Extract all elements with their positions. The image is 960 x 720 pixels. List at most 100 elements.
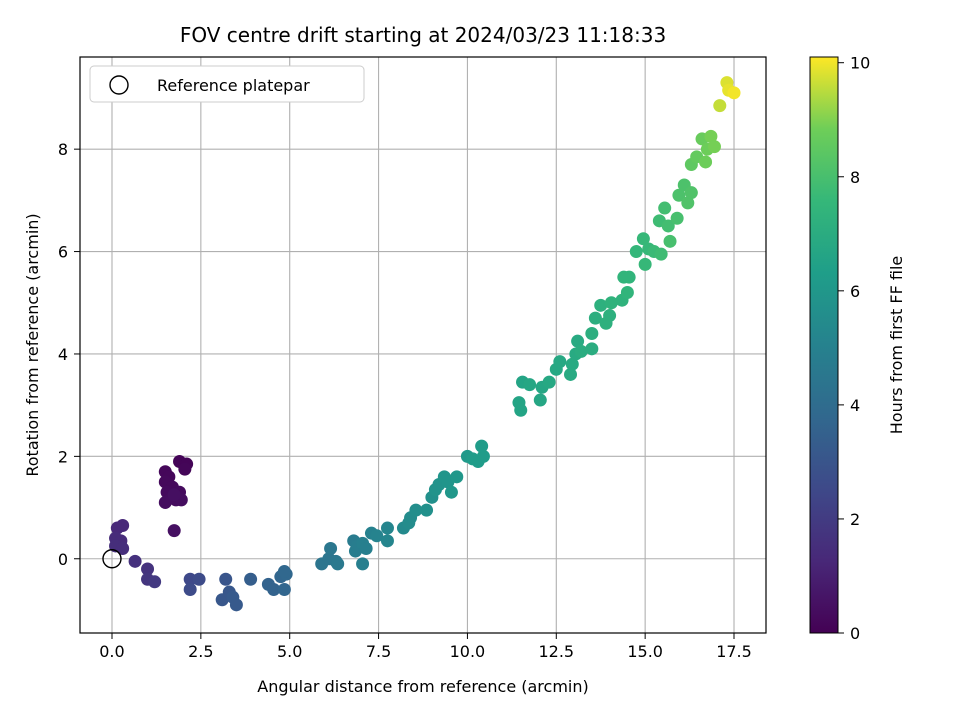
colorbar-ticks: 0 2 4 6 8 10 — [838, 54, 870, 643]
legend: Reference platepar — [89, 65, 365, 103]
data-point — [409, 503, 423, 517]
data-point — [370, 529, 384, 543]
data-point — [324, 542, 338, 556]
data-point — [684, 186, 698, 200]
x-tick-label: 15.0 — [627, 642, 663, 661]
data-point — [183, 582, 197, 596]
data-point — [523, 378, 537, 392]
data-point — [670, 211, 684, 225]
scatter-points — [109, 76, 741, 612]
legend-label: Reference platepar — [157, 76, 310, 95]
data-point — [571, 334, 585, 348]
data-point — [128, 554, 142, 568]
data-point — [713, 99, 727, 113]
x-tick-label: 10.0 — [450, 642, 486, 661]
data-point — [514, 403, 528, 417]
data-point — [661, 219, 675, 233]
data-point — [574, 344, 588, 358]
data-point — [110, 521, 124, 535]
x-tick-label: 7.5 — [366, 642, 391, 661]
x-tick-label: 5.0 — [277, 642, 302, 661]
data-point — [267, 582, 281, 596]
data-point — [542, 375, 556, 389]
colorbar — [809, 56, 839, 634]
plot-background — [80, 57, 766, 633]
plot-frame — [79, 56, 767, 634]
data-point — [141, 562, 155, 576]
colorbar-tick-label: 2 — [850, 510, 860, 529]
data-point — [604, 296, 618, 310]
data-point — [663, 234, 677, 248]
colorbar-tick-label: 10 — [850, 54, 870, 73]
data-point — [564, 367, 578, 381]
data-point — [450, 470, 464, 484]
data-point — [565, 357, 579, 371]
data-point — [192, 572, 206, 586]
data-point — [148, 575, 162, 589]
colorbar-tick-label: 6 — [850, 282, 860, 301]
colorbar-tick-label: 0 — [850, 624, 860, 643]
data-point — [654, 247, 668, 261]
data-point — [158, 495, 172, 509]
reference-marker — [102, 549, 122, 569]
data-point — [585, 342, 599, 356]
data-point — [476, 449, 490, 463]
grid-lines — [80, 57, 766, 633]
data-point — [658, 201, 672, 215]
data-point — [704, 129, 718, 143]
x-tick-label: 0.0 — [99, 642, 124, 661]
data-point — [380, 521, 394, 535]
colorbar-tick-label: 4 — [850, 396, 860, 415]
x-axis-label: Angular distance from reference (arcmin) — [257, 677, 588, 696]
data-point — [229, 598, 243, 612]
data-point — [681, 196, 695, 210]
y-tick-label: 8 — [58, 140, 68, 159]
data-point — [331, 557, 345, 571]
chart-title: FOV centre drift starting at 2024/03/23 … — [180, 23, 666, 47]
colorbar-tick-label: 8 — [850, 168, 860, 187]
y-axis-ticks: 0 2 4 6 8 — [58, 140, 80, 569]
y-tick-label: 2 — [58, 447, 68, 466]
data-point — [622, 270, 636, 284]
data-point — [553, 355, 567, 369]
y-tick-label: 4 — [58, 345, 68, 364]
data-point — [672, 188, 686, 202]
data-point — [359, 542, 373, 556]
data-point — [588, 311, 602, 325]
data-point — [167, 524, 181, 538]
data-point — [629, 245, 643, 259]
data-point — [585, 326, 599, 340]
data-point — [183, 572, 197, 586]
x-tick-label: 12.5 — [538, 642, 574, 661]
y-tick-label: 6 — [58, 243, 68, 262]
data-point — [727, 86, 741, 100]
data-point — [533, 393, 547, 407]
x-tick-label: 17.5 — [716, 642, 752, 661]
data-point — [219, 572, 233, 586]
y-tick-label: 0 — [58, 550, 68, 569]
data-point — [178, 462, 192, 476]
data-point — [620, 286, 634, 300]
data-point — [638, 257, 652, 271]
data-point — [636, 232, 650, 246]
data-point — [356, 557, 370, 571]
data-point — [603, 309, 617, 323]
data-point — [699, 155, 713, 169]
data-point — [167, 488, 181, 502]
data-point — [420, 503, 434, 517]
x-tick-label: 2.5 — [188, 642, 213, 661]
colorbar-label: Hours from first FF file — [887, 256, 906, 435]
data-point — [444, 485, 458, 499]
y-axis-label: Rotation from reference (arcmin) — [23, 213, 42, 476]
legend-marker — [109, 75, 129, 95]
data-point — [277, 582, 291, 596]
data-point — [277, 565, 291, 579]
data-point — [594, 298, 608, 312]
data-point — [244, 572, 258, 586]
x-axis-ticks: 0.0 2.5 5.0 7.5 10.0 12.5 15.0 17.5 — [99, 633, 752, 661]
data-point — [380, 534, 394, 548]
data-point — [475, 439, 489, 453]
data-point — [707, 140, 721, 154]
data-point — [116, 542, 130, 556]
